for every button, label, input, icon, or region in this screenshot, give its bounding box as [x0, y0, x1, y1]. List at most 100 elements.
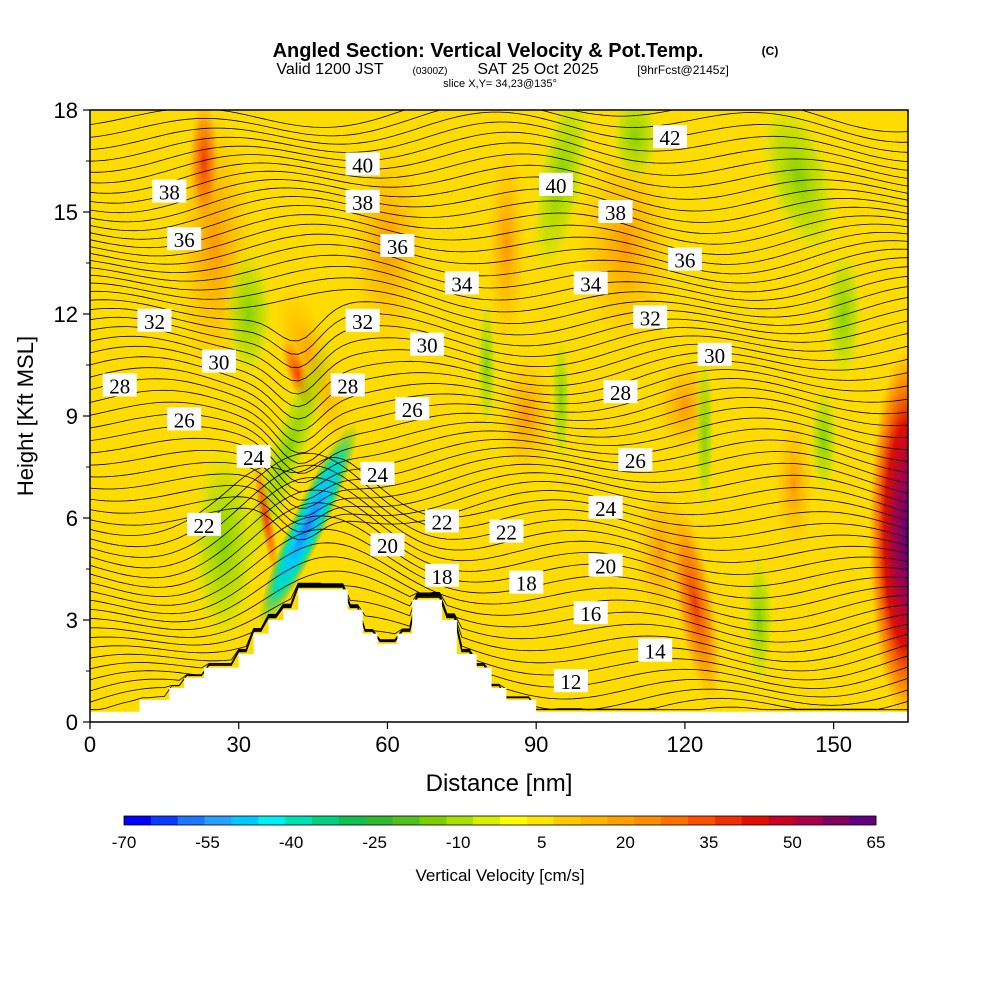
velocity-cell-22: [253, 457, 279, 579]
velocity-cell-23: [258, 422, 359, 627]
y-axis: 0 3 6 9 12 15 18: [54, 98, 90, 735]
colorbar-swatch: [661, 816, 689, 825]
theta-contour-line: [90, 110, 908, 143]
theta-contour-line: [90, 489, 908, 579]
y-tick-label: 3: [66, 608, 78, 633]
colorbar-label: Vertical Velocity [cm/s]: [415, 866, 584, 885]
theta-contour-line: [90, 542, 908, 622]
theta-label-text: 32: [352, 310, 373, 334]
colorbar-swatch: [607, 816, 635, 825]
theta-label-text: 26: [402, 398, 423, 422]
colorbar-swatch: [580, 816, 608, 825]
theta-label-32: 32: [137, 308, 172, 334]
colorbar-swatch: [392, 816, 420, 825]
theta-contour-line: [90, 223, 908, 265]
theta-label-24: 24: [360, 461, 395, 487]
theta-contour-line: [90, 356, 908, 420]
velocity-cell-20: [774, 416, 814, 552]
theta-label-38: 38: [345, 189, 380, 215]
theta-label-text: 38: [352, 191, 373, 215]
theta-label-text: 40: [546, 174, 567, 198]
theta-contour-line: [90, 585, 908, 711]
colorbar-tick-label: 20: [616, 833, 635, 852]
y-tick-label: 18: [54, 98, 78, 123]
colorbar-swatch: [338, 816, 367, 825]
y-tick-label: 12: [54, 302, 78, 327]
colorbar-swatch: [795, 816, 823, 825]
theta-label-text: 20: [595, 555, 616, 579]
theta-label-22: 22: [187, 512, 222, 538]
theta-contour-line: [90, 254, 908, 293]
colorbar-swatch: [500, 816, 528, 825]
theta-label-text: 16: [580, 602, 601, 626]
theta-contour-line: [90, 153, 908, 194]
theta-label-38: 38: [598, 200, 633, 225]
theta-label-20: 20: [370, 533, 405, 558]
theta-contour-line: [90, 316, 908, 369]
theta-label-text: 42: [660, 126, 681, 150]
theta-contour-line: [90, 275, 908, 313]
theta-label-38: 38: [152, 179, 187, 205]
theta-label-text: 28: [610, 381, 631, 405]
theta-label-text: 22: [194, 514, 215, 538]
theta-contour-line: [90, 439, 908, 501]
theta-label-20: 20: [588, 553, 623, 579]
colorbar-swatch: [714, 816, 743, 825]
theta-label-32: 32: [345, 308, 380, 334]
theta-contour-line: [90, 233, 908, 275]
theta-contour-line: [90, 584, 908, 689]
theta-contour-line: [90, 214, 908, 255]
theta-label-text: 36: [674, 249, 695, 273]
colorbar-tick-label: 5: [537, 833, 546, 852]
velocity-cell-9: [610, 110, 661, 185]
colorbar-swatch: [634, 816, 662, 825]
velocity-cell-26: [486, 144, 527, 348]
theta-label-text: 36: [174, 228, 195, 252]
theta-label-18: 18: [509, 570, 544, 596]
colorbar-swatch: [312, 816, 340, 825]
x-axis-label: Distance [nm]: [426, 770, 573, 797]
velocity-cell-24: [868, 348, 908, 722]
colorbar-swatch: [473, 816, 501, 825]
theta-contours: [90, 110, 908, 711]
colorbar-tick-label: 65: [867, 833, 886, 852]
y-axis-label: Height [Kft MSL]: [13, 336, 38, 496]
colorbar-tick-label: 50: [783, 833, 802, 852]
theta-label-text: 28: [337, 374, 358, 398]
theta-contour-line: [90, 480, 908, 533]
theta-label-text: 18: [431, 565, 452, 589]
terrain-mask: [90, 589, 908, 722]
theta-label-42: 42: [653, 125, 688, 150]
velocity-cell-25: [823, 246, 864, 382]
colorbar-swatch: [741, 816, 770, 825]
theta-label-24: 24: [588, 495, 623, 521]
colorbar-tick-label: -40: [279, 833, 304, 852]
theta-label-36: 36: [380, 234, 415, 259]
velocity-cell-13: [694, 348, 715, 518]
theta-contour-line: [90, 326, 908, 382]
colorbar-swatch: [526, 816, 555, 825]
theta-label-text: 34: [451, 272, 473, 296]
y-tick-label: 6: [66, 506, 78, 531]
theta-contour-line: [90, 176, 908, 214]
theta-contour-line: [90, 515, 908, 599]
plot-area: 42 40 40 38 38 38 36 36 36 34 34 32 32 32 30 30 30 28 28 28…: [90, 110, 908, 722]
theta-contour-line: [90, 187, 908, 223]
colorbar-tick-label: -70: [112, 833, 137, 852]
theta-contour-line: [90, 528, 908, 611]
theta-label-text: 40: [352, 153, 373, 177]
theta-label-28: 28: [603, 380, 638, 405]
theta-label-text: 30: [417, 334, 438, 358]
theta-contour-line: [90, 387, 908, 454]
velocity-cell-18: [223, 246, 274, 382]
theta-label-26: 26: [395, 397, 430, 422]
theta-contour-line: [90, 584, 908, 681]
theta-label-text: 24: [367, 463, 389, 487]
theta-contour-line: [90, 367, 908, 432]
velocity-cell-21: [635, 484, 685, 620]
valid-time-utc: (0300Z): [412, 66, 447, 77]
colorbar-swatch: [822, 816, 850, 825]
theta-label-22: 22: [489, 519, 524, 545]
theta-label-text: 14: [645, 640, 667, 664]
theta-label-text: 12: [560, 670, 581, 694]
